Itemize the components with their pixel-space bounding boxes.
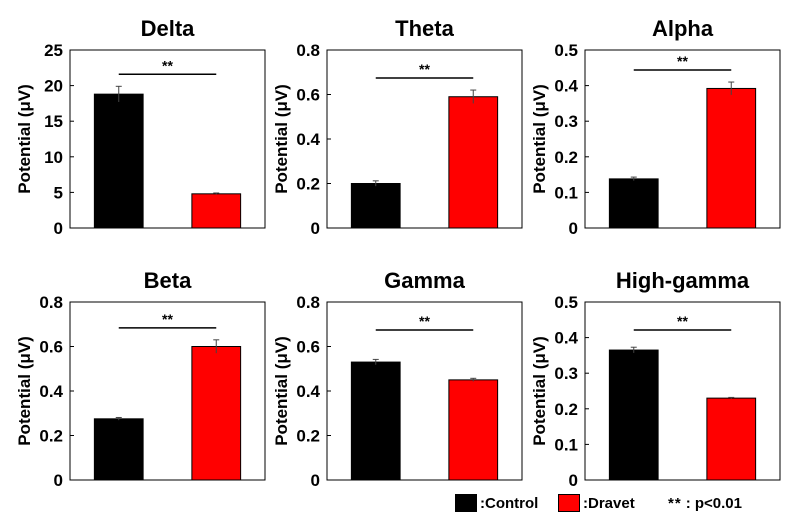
y-tick-label: 0.6 [296,338,320,357]
significance-marker: ** [162,311,173,327]
y-tick-label: 0 [54,471,63,490]
chart-panel-delta: Delta Potential (μV) 0 5 10 15 20 25 ** [15,16,266,238]
chart-panel-high-gamma: High-gamma Potential (μV) 0 0.1 0.2 0.3 0.4 0.5… [530,268,781,490]
legend-control-label: :Control [480,494,539,512]
y-tick-label: 0.4 [554,329,578,348]
y-tick-label: 0 [569,471,578,490]
y-tick-label: 0.3 [554,364,578,383]
y-tick-label: 0.4 [554,77,578,96]
chart-title: Alpha [652,16,714,41]
y-tick-label: 0.1 [554,183,578,202]
y-tick-label: 0.2 [554,148,578,167]
plot-frame [69,49,266,229]
bar-dravet [706,87,757,229]
bar-control [608,178,659,229]
y-axis-label: Potential (μV) [15,336,34,446]
y-tick-label: 0.4 [39,382,63,401]
bar-dravet [706,397,757,481]
y-tick-label: 0 [311,219,320,238]
chart-panel-theta: Theta Potential (μV) 0 0.2 0.4 0.6 0.8 ** [272,16,523,238]
chart-title: Beta [144,268,192,293]
bar-control [93,418,144,481]
plot-frame [326,301,523,481]
y-tick-label: 0.4 [296,382,320,401]
plot-frame [584,49,781,229]
plot-frame [69,301,266,481]
chart-panel-beta: Beta Potential (μV) 0 0.2 0.4 0.6 0.8 ** [15,268,266,490]
bar-control [350,361,401,481]
chart-title: Delta [141,16,196,41]
y-tick-label: 0 [54,219,63,238]
y-tick-label: 0.6 [296,86,320,105]
y-tick-label: 20 [44,77,63,96]
y-tick-label: 0.1 [554,435,578,454]
bar-dravet [191,346,242,481]
significance-marker: ** [677,313,688,329]
y-tick-label: 0.2 [296,175,320,194]
y-tick-label: 0.8 [296,293,320,312]
y-tick-label: 25 [44,41,63,60]
plot-frame [326,49,523,229]
y-tick-label: 0.2 [296,427,320,446]
y-axis-label: Potential (μV) [15,84,34,194]
y-tick-label: 0.8 [296,41,320,60]
y-tick-label: 0 [311,471,320,490]
y-tick-label: 0 [569,219,578,238]
y-axis-label: Potential (μV) [272,336,291,446]
y-tick-label: 0.5 [554,293,578,312]
y-tick-label: 0.4 [296,130,320,149]
y-tick-label: 0.6 [39,338,63,357]
bar-control [608,349,659,481]
bar-control [93,93,144,229]
chart-title: Theta [395,16,454,41]
legend-significance-label: : p<0.01 [685,494,742,512]
bar-dravet [448,96,499,229]
bar-dravet [448,379,499,481]
bar-control [350,183,401,229]
y-tick-label: 15 [44,112,63,131]
y-tick-label: 0.2 [554,400,578,419]
y-axis-label: Potential (μV) [272,84,291,194]
legend-dravet-label: :Dravet [583,494,635,512]
chart-title: High-gamma [616,268,750,293]
legend-control: :Control [455,492,538,514]
legend-control-swatch [455,494,477,512]
significance-marker: ** [677,53,688,69]
y-tick-label: 10 [44,148,63,167]
significance-marker: ** [419,61,430,77]
y-tick-label: 0.8 [39,293,63,312]
legend-dravet-swatch [558,494,580,512]
legend-dravet: :Dravet [558,492,635,514]
y-tick-label: 0.5 [554,41,578,60]
chart-panel-alpha: Alpha Potential (μV) 0 0.1 0.2 0.3 0.4 0.5 ** [530,16,781,238]
significance-marker: ** [162,57,173,73]
legend-significance: ** : p<0.01 [668,492,742,514]
chart-title: Gamma [384,268,465,293]
legend-significance-symbol: ** [668,494,682,512]
y-tick-label: 0.3 [554,112,578,131]
plot-frame [584,301,781,481]
bar-dravet [191,193,242,229]
y-tick-label: 5 [54,183,63,202]
significance-marker: ** [419,313,430,329]
y-axis-label: Potential (μV) [530,84,549,194]
y-tick-label: 0.2 [39,427,63,446]
chart-panel-gamma: Gamma Potential (μV) 0 0.2 0.4 0.6 0.8 ** [272,268,523,490]
y-axis-label: Potential (μV) [530,336,549,446]
